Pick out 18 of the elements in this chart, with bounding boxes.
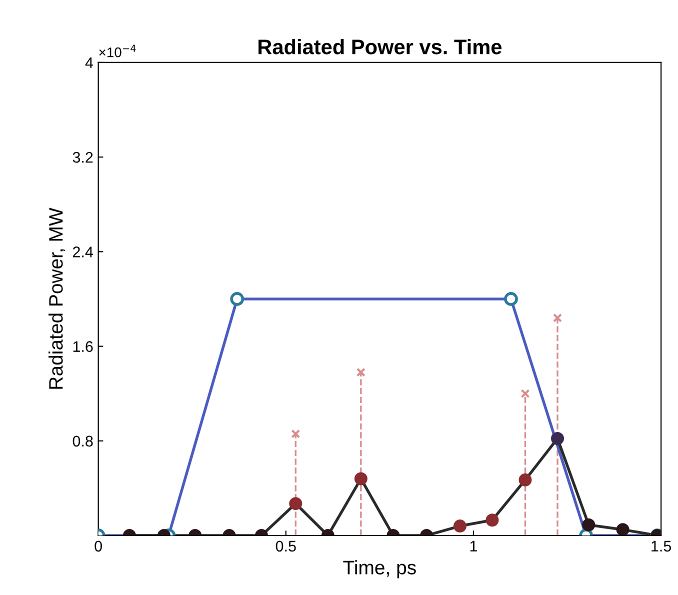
chart-title: Radiated Power vs. Time [258, 39, 502, 54]
x-tick-label: 1 [470, 540, 477, 552]
y-tick-label: 0.8 [72, 436, 93, 447]
y-axis-title: Radiated Power, MW [48, 208, 66, 389]
point [504, 292, 518, 306]
point [230, 292, 244, 306]
text: ×10$^{−4}$ [99, 44, 136, 58]
point [356, 368, 366, 377]
x-tick-label: 1.5 [652, 540, 672, 552]
x-tick-label: 0 [94, 540, 102, 552]
point [552, 313, 562, 322]
y-tick-label: 2.4 [72, 246, 94, 258]
y-tick-label: 1.6 [73, 341, 93, 352]
point [520, 389, 530, 398]
x-axis-title: Time, ps [343, 560, 416, 578]
y-tick-label: 4 [85, 58, 93, 68]
x-tick-label: 0.5 [276, 540, 296, 552]
y-tick-label: 3.2 [72, 152, 93, 163]
